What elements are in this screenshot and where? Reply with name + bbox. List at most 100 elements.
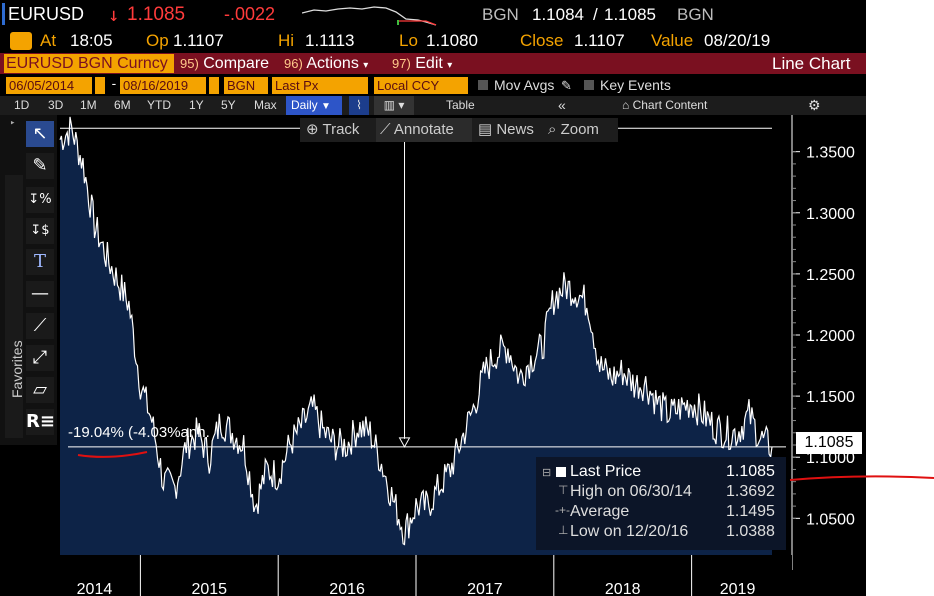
- period-1d[interactable]: 1D: [14, 98, 30, 112]
- ticker-symbol: EURUSD: [8, 4, 85, 24]
- legend-avg-value: 1.1495: [726, 503, 775, 520]
- high-label: Hi: [278, 31, 295, 50]
- low-marker-icon: ⊥: [558, 523, 569, 537]
- period-5y[interactable]: 5Y: [221, 98, 236, 112]
- down-arrow-icon: ↓: [108, 4, 120, 26]
- actions-menu[interactable]: 96) Actions ▾: [284, 55, 369, 72]
- low-value: 1.1080: [426, 31, 478, 50]
- legend-swatch: [556, 467, 566, 477]
- period-ytd[interactable]: YTD: [147, 98, 171, 112]
- zoom-tool[interactable]: ⌕ Zoom: [548, 121, 599, 138]
- chart-content-icon: ⌂: [622, 98, 630, 112]
- y-tick-label: 1.3000: [806, 206, 855, 223]
- y-tick-label: 1.2500: [806, 267, 855, 284]
- annotation-arrowhead: [398, 437, 411, 448]
- x-axis-band: [0, 555, 792, 596]
- chart-type-select[interactable]: ▥ ▾: [374, 96, 414, 115]
- horizontal-line-icon[interactable]: —: [26, 281, 54, 307]
- page-margin: [866, 0, 934, 596]
- high-value: 1.1113: [305, 31, 355, 50]
- legend-low-value: 1.0388: [726, 523, 775, 540]
- frequency-select[interactable]: Daily ▼: [286, 96, 342, 115]
- calendar-icon[interactable]: [209, 77, 219, 94]
- last-price: 1.1085: [127, 4, 186, 25]
- function-title: Line Chart: [772, 54, 851, 73]
- line-chart-icon[interactable]: ⌇: [349, 96, 369, 115]
- dropdown-arrow-icon: ▾: [363, 60, 369, 71]
- key-events-checkbox[interactable]: [584, 80, 594, 90]
- rectangle-tool-icon[interactable]: ▱: [26, 377, 54, 403]
- at-label: At: [40, 31, 57, 50]
- news-tool[interactable]: ▤ News: [478, 121, 534, 138]
- ticker-marker: [2, 3, 5, 25]
- pointer-icon[interactable]: ↖: [26, 121, 54, 147]
- legend-high-value: 1.3692: [726, 483, 775, 500]
- value-date: 08/20/19: [704, 31, 771, 50]
- annotate-tool[interactable]: ⟋ Annotate: [376, 118, 472, 142]
- track-tool[interactable]: ⊕ Track: [306, 121, 360, 138]
- ticker-row: EURUSD ↓ 1.1085 -.0022 BGN 1.1084 / 1.10…: [0, 0, 866, 30]
- quote-source: BGN: [482, 5, 519, 24]
- favorites-tab[interactable]: Favorites: [5, 175, 25, 438]
- sparkline: [302, 6, 437, 26]
- channel-icon[interactable]: ⤢: [26, 345, 54, 371]
- annotation-label[interactable]: -19.04% (-4.03%ann.: [68, 424, 210, 441]
- close-label: Close: [520, 31, 564, 50]
- low-label: Lo: [399, 31, 418, 50]
- collapse-icon[interactable]: «: [558, 97, 566, 113]
- stats-row: At 18:05 Op 1.1107 Hi 1.1113 Lo 1.1080 C…: [0, 30, 866, 52]
- price-chart[interactable]: 1.3500 1.3000 1.2500 1.2000 1.1500 1.1000 1.05…: [0, 115, 866, 596]
- price-area-fill: [60, 116, 772, 556]
- legend-last-label: Last Price: [570, 463, 642, 480]
- gear-icon[interactable]: ⚙: [808, 97, 821, 113]
- open-label: Op: [146, 31, 169, 50]
- start-date-input[interactable]: 06/05/2014: [6, 77, 92, 94]
- trendline-icon[interactable]: ⟋: [26, 313, 54, 339]
- period-6m[interactable]: 6M: [114, 98, 131, 112]
- table-button[interactable]: Table: [446, 98, 475, 112]
- percent-tool-icon[interactable]: ↧%: [26, 187, 54, 213]
- y-tick-label: 1.2000: [806, 328, 855, 345]
- clock-icon: [10, 32, 32, 50]
- chart-legend: ⊟ Last Price 1.1085 ⊤ High on 06/30/14 1…: [536, 457, 786, 550]
- expand-arrow-icon[interactable]: ▸: [10, 118, 16, 128]
- y-tick-label: 1.3500: [806, 145, 855, 162]
- dropdown-arrow-icon: ▼: [321, 101, 331, 112]
- field-select[interactable]: Last Px: [272, 77, 368, 94]
- dollar-tool-icon[interactable]: ↧$: [26, 218, 54, 244]
- y-tick-label: 1.1500: [806, 389, 855, 406]
- currency-select[interactable]: Local CCY: [374, 77, 468, 94]
- chart-settings-row: 06/05/2014 - 08/16/2019 BGN Last Px Loca…: [0, 76, 866, 95]
- legend-last-value: 1.1085: [726, 463, 775, 480]
- regression-tool-icon[interactable]: R≡: [26, 409, 55, 435]
- bid-ask-separator: /: [593, 5, 598, 24]
- period-max[interactable]: Max: [254, 98, 277, 112]
- key-events-label: Key Events: [600, 77, 671, 93]
- legend-avg-label: Average: [570, 503, 630, 520]
- source-select[interactable]: BGN: [224, 77, 268, 94]
- mov-avgs-checkbox[interactable]: [478, 80, 488, 90]
- chart-panel: ↖ ✎ ↧% ↧$ T — ⟋ ⤢ ▱ R≡ Favorites ▸ 1.350…: [0, 115, 866, 596]
- text-tool-icon[interactable]: T: [26, 249, 54, 275]
- y-tick-label: 1.0500: [806, 511, 855, 528]
- pencil-icon[interactable]: ✎: [561, 78, 572, 93]
- compare-menu[interactable]: 95) Compare: [180, 55, 270, 72]
- period-3d[interactable]: 3D: [48, 98, 64, 112]
- period-toolbar: 1D 3D 1M 6M YTD 1Y 5Y Max Daily ▼ ⌇ ▥ ▾ …: [0, 96, 866, 115]
- chart-content-button[interactable]: ⌂ Chart Content: [622, 98, 708, 112]
- chart-tools-bar: ⊕ Track ⟋ Annotate ▤ News ⌕ Zoom: [300, 118, 618, 142]
- average-marker-icon: -+-: [555, 503, 570, 517]
- period-1y[interactable]: 1Y: [189, 98, 204, 112]
- mov-avgs-label: Mov Avgs: [494, 77, 555, 93]
- legend-collapse-icon[interactable]: ⊟: [542, 467, 552, 479]
- last-price-badge: 1.1085: [796, 432, 862, 454]
- calendar-icon[interactable]: [95, 77, 105, 94]
- period-1m[interactable]: 1M: [80, 98, 97, 112]
- pen-icon[interactable]: ✎: [26, 153, 54, 179]
- edit-menu[interactable]: 97) Edit ▾: [392, 55, 453, 72]
- drawing-toolbar: ↖ ✎ ↧% ↧$ T — ⟋ ⤢ ▱ R≡ Favorites ▸: [0, 115, 57, 445]
- price-line: [59, 116, 773, 546]
- legend-low-label: Low on 12/20/16: [570, 523, 689, 540]
- end-date-input[interactable]: 08/16/2019: [120, 77, 206, 94]
- security-field[interactable]: EURUSD BGN Curncy: [4, 54, 174, 73]
